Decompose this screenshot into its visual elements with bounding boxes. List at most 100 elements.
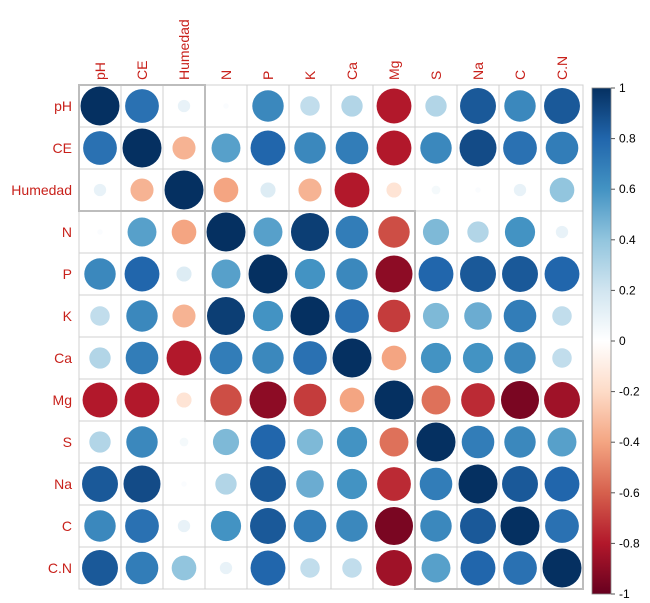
circle-pH-C.N: [544, 88, 580, 124]
circle-Mg-C.N: [544, 382, 580, 418]
circle-K-Mg: [377, 299, 411, 333]
circle-Ca-C: [504, 342, 536, 374]
circle-N-S: [422, 218, 450, 246]
circle-S-N: [212, 428, 240, 456]
circle-Ca-Humedad: [166, 340, 202, 376]
col-label-Ca: Ca: [344, 62, 360, 80]
cluster-box-1: [78, 84, 206, 212]
circle-Ca-CE: [125, 341, 159, 375]
circle-P-pH: [84, 258, 116, 290]
circle-pH-N: [223, 103, 229, 109]
circle-pH-C: [504, 90, 536, 122]
circle-CE-Mg: [376, 130, 412, 166]
circle-K-N: [206, 296, 246, 336]
colorbar-gradient: [591, 87, 612, 595]
row-label-Ca: Ca: [54, 350, 72, 366]
circle-S-S: [416, 422, 456, 462]
circle-N-CE: [127, 217, 157, 247]
circle-C-Na: [460, 508, 496, 544]
circle-Na-S: [419, 467, 453, 501]
circle-K-CE: [126, 300, 158, 332]
circle-CE-Humedad: [172, 136, 196, 160]
circle-Na-Mg: [377, 467, 411, 501]
circle-P-P: [248, 254, 288, 294]
column-labels: pH CE Humedad N P K Ca Mg S Na C C.N: [92, 19, 570, 80]
circle-Humedad-Mg: [386, 182, 402, 198]
circle-K-C.N: [552, 306, 572, 326]
colorbar-ticks: 1 0.8 0.6 0.4 0.2 0 -0.2 -0.4 -0.6 -0.8 -1: [611, 81, 640, 601]
circle-K-pH: [90, 306, 110, 326]
circle-N-pH: [97, 229, 103, 235]
circle-CE-Ca: [335, 131, 369, 165]
circle-Mg-pH: [82, 382, 118, 418]
circle-C.N-S: [421, 553, 451, 583]
circle-S-C: [504, 426, 536, 458]
col-label-S: S: [428, 71, 444, 80]
circle-S-Na: [461, 425, 495, 459]
circle-Humedad-Na: [475, 187, 481, 193]
col-label-K: K: [302, 70, 318, 80]
circle-Mg-N: [210, 384, 242, 416]
circle-Na-Na: [458, 464, 498, 504]
circle-Na-K: [296, 470, 324, 498]
circle-Mg-CE: [124, 382, 160, 418]
circle-Na-C: [502, 466, 538, 502]
circle-C.N-K: [300, 558, 320, 578]
circle-C.N-P: [250, 550, 286, 586]
row-label-Na: Na: [54, 476, 72, 492]
correlation-circles: [80, 86, 582, 588]
circle-C-N: [210, 510, 242, 542]
circle-Na-N: [215, 473, 237, 495]
circle-CE-CE: [122, 128, 162, 168]
circle-Mg-K: [293, 383, 327, 417]
circle-K-S: [422, 302, 450, 330]
circle-S-C.N: [547, 427, 577, 457]
col-label-C.N: C.N: [554, 56, 570, 80]
circle-Humedad-C.N: [549, 177, 575, 203]
circle-P-N: [211, 259, 241, 289]
circle-S-pH: [89, 431, 111, 453]
circle-C.N-C.N: [542, 548, 582, 588]
circle-Humedad-Humedad: [164, 170, 204, 210]
circle-CE-P: [250, 130, 286, 166]
circle-C.N-N: [219, 561, 233, 575]
circle-C-C: [500, 506, 540, 546]
row-label-C.N: C.N: [48, 560, 72, 576]
colorbar-tick-label: -1: [619, 587, 630, 601]
circle-N-Humedad: [171, 219, 197, 245]
circle-N-Mg: [378, 216, 410, 248]
circle-pH-Humedad: [177, 99, 191, 113]
circle-Na-pH: [82, 466, 118, 502]
colorbar-tick-label: 0.8: [619, 132, 636, 146]
circle-K-P: [252, 300, 284, 332]
row-label-Mg: Mg: [53, 392, 72, 408]
colorbar-tick-label: 0.2: [619, 283, 636, 297]
circle-S-Humedad: [179, 437, 189, 447]
circle-C.N-CE: [125, 551, 159, 585]
circle-Humedad-N: [213, 177, 239, 203]
circle-C-S: [420, 510, 452, 542]
circle-pH-P: [252, 90, 284, 122]
circle-pH-Na: [460, 88, 496, 124]
circle-pH-K: [300, 96, 320, 116]
circle-S-CE: [126, 426, 158, 458]
circle-C.N-C: [503, 551, 537, 585]
circle-N-Na: [467, 221, 489, 243]
colorbar-tick-label: -0.2: [619, 385, 640, 399]
circle-C.N-Na: [460, 550, 496, 586]
circle-CE-pH: [83, 131, 117, 165]
circle-S-Mg: [379, 427, 409, 457]
circle-C-Humedad: [177, 519, 191, 533]
colorbar-tick-label: 0.6: [619, 182, 636, 196]
colorbar-tick-label: -0.4: [619, 435, 640, 449]
circle-Mg-Humedad: [176, 392, 192, 408]
circle-pH-Ca: [341, 95, 363, 117]
circle-C-Ca: [336, 510, 368, 542]
circle-pH-pH: [80, 86, 120, 126]
circle-C.N-Mg: [376, 550, 412, 586]
circle-Humedad-P: [260, 182, 276, 198]
circle-pH-CE: [125, 89, 159, 123]
circle-Ca-P: [252, 342, 284, 374]
circle-Na-CE: [123, 465, 161, 503]
cluster-box-2: [204, 210, 416, 422]
